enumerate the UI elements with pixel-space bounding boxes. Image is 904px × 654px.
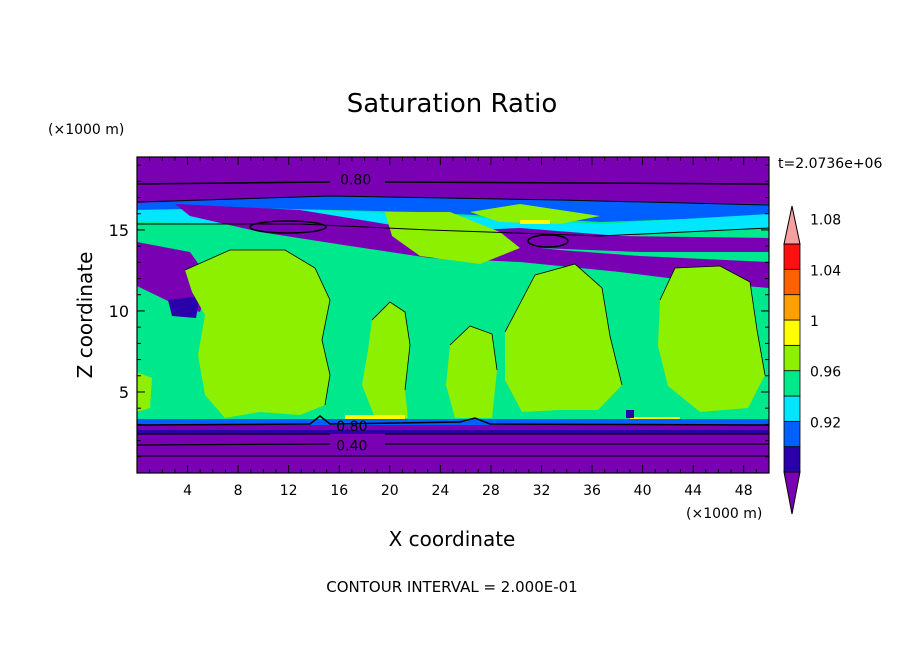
x-tick-label: 20: [381, 483, 399, 499]
moist-cloud-top-2: [470, 204, 600, 224]
moist-plume-4: [505, 264, 622, 412]
x-tick-label: 24: [431, 483, 449, 499]
contour-interval-label: CONTOUR INTERVAL = 2.000E-01: [326, 578, 577, 596]
supersat-patch-2: [520, 220, 550, 224]
colorbar-cell: [783, 446, 801, 473]
plot-area: [137, 157, 769, 473]
blue-pocket: [168, 296, 200, 318]
colorbar-level-label: 1.04: [810, 263, 841, 279]
chart-title: Saturation Ratio: [347, 89, 558, 119]
x-unit-label: (×1000 m): [686, 506, 762, 522]
contour-line-upper-2: [137, 195, 769, 206]
moist-plume-1: [185, 250, 330, 418]
colorbar-cell: [783, 243, 801, 270]
x-tick-label: 12: [280, 483, 298, 499]
purple-streak-2: [137, 242, 210, 312]
y-axis-label: Z coordinate: [73, 252, 97, 379]
x-tick-label: 44: [684, 483, 702, 499]
contour-loop-1: [249, 220, 327, 234]
x-tick-label: 40: [634, 483, 652, 499]
contour-line-upper-3: [137, 223, 769, 237]
time-label: t=2.0736e+06: [778, 156, 882, 172]
contour-label: 0.80: [340, 173, 371, 189]
colorbar-cell: [783, 294, 801, 321]
x-tick-label: 28: [482, 483, 500, 499]
colorbar-level-label: 0.96: [810, 365, 841, 381]
x-axis-label: X coordinate: [389, 527, 516, 551]
colorbar: 0.92 0.96 1 1.04 1.08: [783, 205, 841, 515]
contour-labels: 0.80 0.80 0.40: [336, 173, 371, 455]
colorbar-level-label: 1.08: [810, 213, 841, 229]
colorbar-cell: [783, 344, 801, 372]
contour-line-lower-1: [137, 415, 769, 426]
colorbar-bottom-arrow: [783, 471, 801, 515]
colorbar-level-label: 1: [810, 314, 819, 330]
y-tick-label: 10: [109, 302, 129, 321]
supersat-patch-1: [345, 415, 405, 419]
y-unit-label: (×1000 m): [48, 122, 124, 138]
colorbar-cell: [783, 370, 801, 397]
x-axis: 4 8 12 16 20 24 28 32 36 40 44 48: [149, 157, 757, 499]
y-tick-label: 5: [119, 383, 129, 402]
moist-plume-5: [658, 266, 765, 412]
x-tick-label: 8: [234, 483, 243, 499]
blue-dot: [626, 410, 634, 418]
contour-loop-2: [527, 234, 569, 248]
x-tick-label: 32: [533, 483, 551, 499]
colorbar-cell: [783, 395, 801, 422]
contour-label: 0.40: [336, 438, 367, 454]
moist-cloud-top: [385, 212, 520, 264]
upper-dry-layer: [137, 157, 769, 205]
x-tick-label: 48: [735, 483, 753, 499]
colorbar-cell: [783, 319, 801, 346]
colorbar-top-arrow: [783, 205, 801, 245]
contour-line-lower-3: [137, 443, 769, 446]
colorbar-cell: [783, 268, 801, 296]
contour-label: 0.80: [336, 419, 367, 435]
contour-line-upper: [137, 181, 769, 185]
supersat-patch-3: [630, 417, 680, 420]
contour-plumes: [184, 249, 766, 406]
x-tick-label: 16: [330, 483, 348, 499]
x-tick-label: 4: [183, 483, 192, 499]
x-tick-label: 36: [583, 483, 601, 499]
colorbar-cell: [783, 420, 801, 448]
moist-plume-2: [362, 302, 410, 418]
y-axis: 5 10 15: [109, 164, 769, 458]
y-tick-label: 15: [109, 221, 129, 240]
lower-dark-band: [137, 430, 769, 434]
upper-blue-band: [137, 196, 769, 222]
colorbar-level-label: 0.92: [810, 415, 841, 431]
moist-plume-3: [446, 326, 497, 418]
